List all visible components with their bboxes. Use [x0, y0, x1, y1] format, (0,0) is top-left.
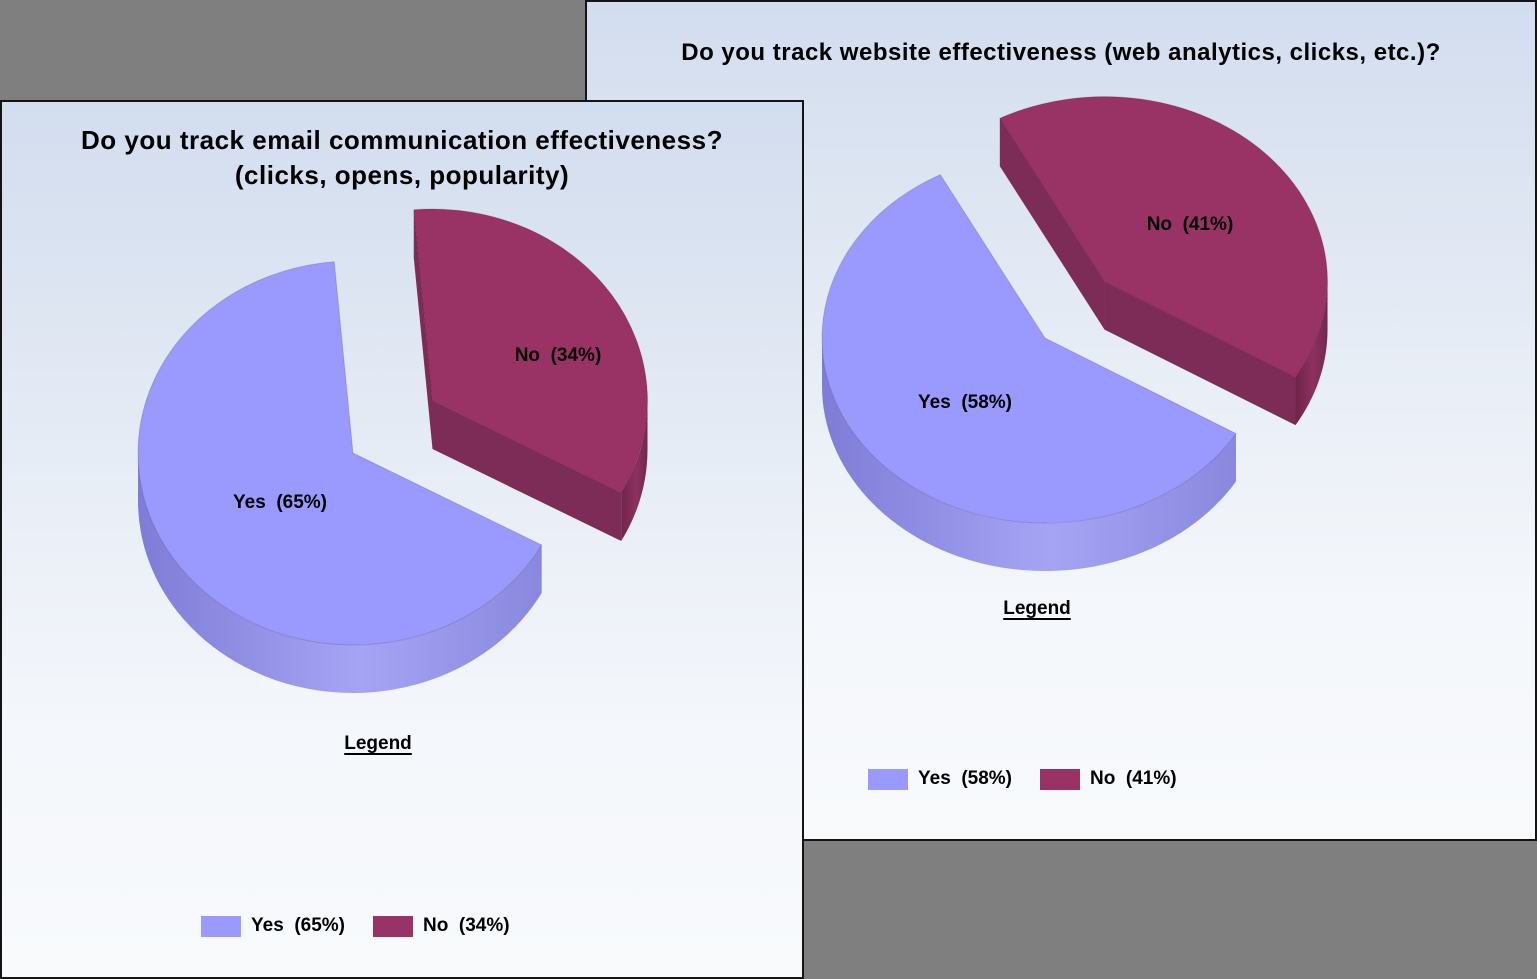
chart-title: Do you track email communication effecti… — [2, 123, 802, 193]
pie-chart — [137, 208, 648, 694]
chart-title-line: Do you track website effectiveness (web … — [681, 39, 1441, 66]
pie-chart — [821, 96, 1329, 571]
pie-slice-yes — [137, 261, 543, 694]
email-chart-panel: Do you track email communication effecti… — [0, 100, 804, 979]
pie-slice-no — [999, 96, 1329, 426]
chart-title-line: Do you track email communication effecti… — [81, 125, 723, 155]
chart-title-line: (clicks, opens, popularity) — [234, 160, 570, 190]
pie-slice-yes — [821, 174, 1237, 571]
chart-title: Do you track website effectiveness (web … — [587, 38, 1535, 68]
pie-slice-no — [413, 208, 648, 542]
